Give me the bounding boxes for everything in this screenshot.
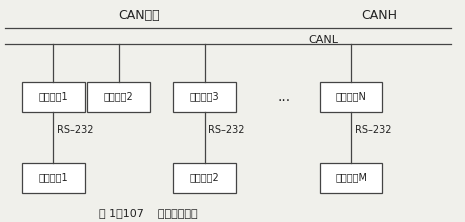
Bar (173, 82, 236, 112)
Text: 总线节点3: 总线节点3 (190, 91, 219, 102)
Text: ...: ... (277, 89, 290, 104)
Bar (22, 82, 85, 112)
Bar (320, 82, 382, 112)
Text: 扩展节点2: 扩展节点2 (190, 172, 219, 183)
Text: RS–232: RS–232 (208, 125, 245, 135)
Text: CAN总线: CAN总线 (119, 9, 160, 22)
Text: CANL: CANL (308, 34, 338, 45)
Bar (22, 163, 85, 192)
Text: RS–232: RS–232 (57, 125, 93, 135)
Text: RS–232: RS–232 (355, 125, 391, 135)
Bar (87, 82, 150, 112)
Text: 总线节点2: 总线节点2 (104, 91, 133, 102)
Text: 扩展节点M: 扩展节点M (335, 172, 367, 183)
Text: 扩展节点1: 扩展节点1 (39, 172, 68, 183)
Text: 图 1－107    系统构成框图: 图 1－107 系统构成框图 (100, 208, 198, 218)
Bar (320, 163, 382, 192)
Text: 总线节点N: 总线节点N (336, 91, 366, 102)
Text: 总线节点1: 总线节点1 (39, 91, 68, 102)
Text: CANH: CANH (361, 9, 397, 22)
Bar (173, 163, 236, 192)
